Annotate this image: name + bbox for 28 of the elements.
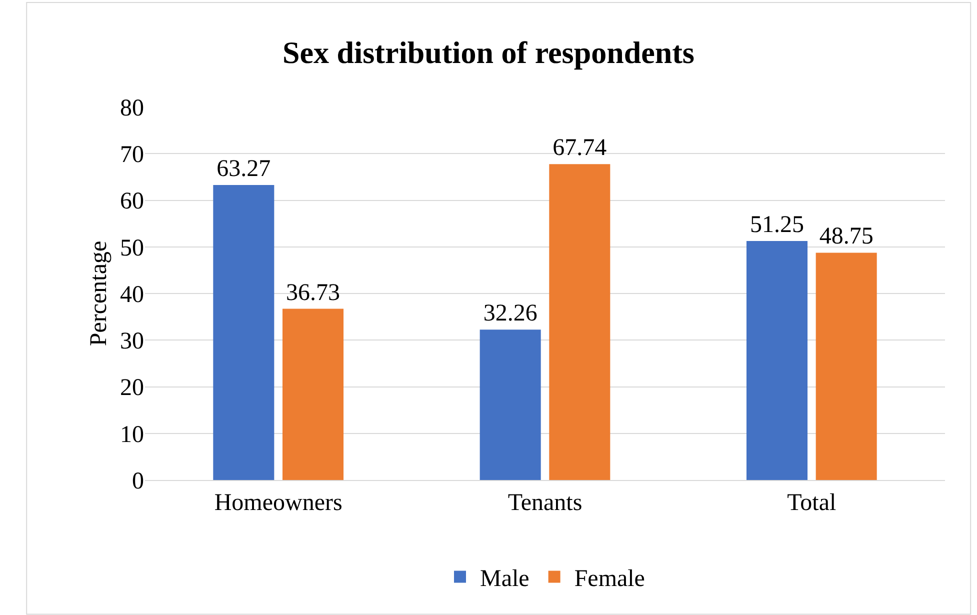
- data-label: 36.73: [286, 280, 340, 306]
- y-tick-label: 80: [120, 95, 144, 122]
- data-label: 63.27: [216, 156, 271, 182]
- y-tick-label: 10: [120, 422, 144, 448]
- y-tick-label: 0: [132, 468, 144, 494]
- y-axis-title: Percentage: [86, 240, 112, 346]
- legend-label: Male: [480, 566, 530, 592]
- bar: [549, 164, 610, 480]
- y-tick-label: 70: [120, 142, 144, 168]
- data-label: 51.25: [750, 212, 804, 238]
- bar: [746, 241, 808, 480]
- y-tick-label: 40: [120, 282, 144, 308]
- x-tick-label: Homeowners: [214, 490, 342, 516]
- x-tick-label: Total: [787, 490, 836, 516]
- x-tick-label: Tenants: [508, 490, 582, 516]
- y-tick-label: 50: [120, 235, 144, 262]
- chart-title: Sex distribution of respondents: [282, 35, 694, 70]
- data-label: 32.26: [483, 300, 538, 327]
- bar: [282, 308, 344, 480]
- y-tick-label: 20: [120, 375, 144, 402]
- bar: [816, 252, 877, 480]
- y-tick-label: 60: [120, 188, 144, 215]
- legend-label: Female: [574, 566, 645, 592]
- data-label: 67.74: [552, 135, 607, 162]
- bar: [480, 330, 541, 480]
- bar: [213, 185, 274, 480]
- y-tick-label: 30: [120, 328, 144, 355]
- data-label: 48.75: [819, 224, 874, 250]
